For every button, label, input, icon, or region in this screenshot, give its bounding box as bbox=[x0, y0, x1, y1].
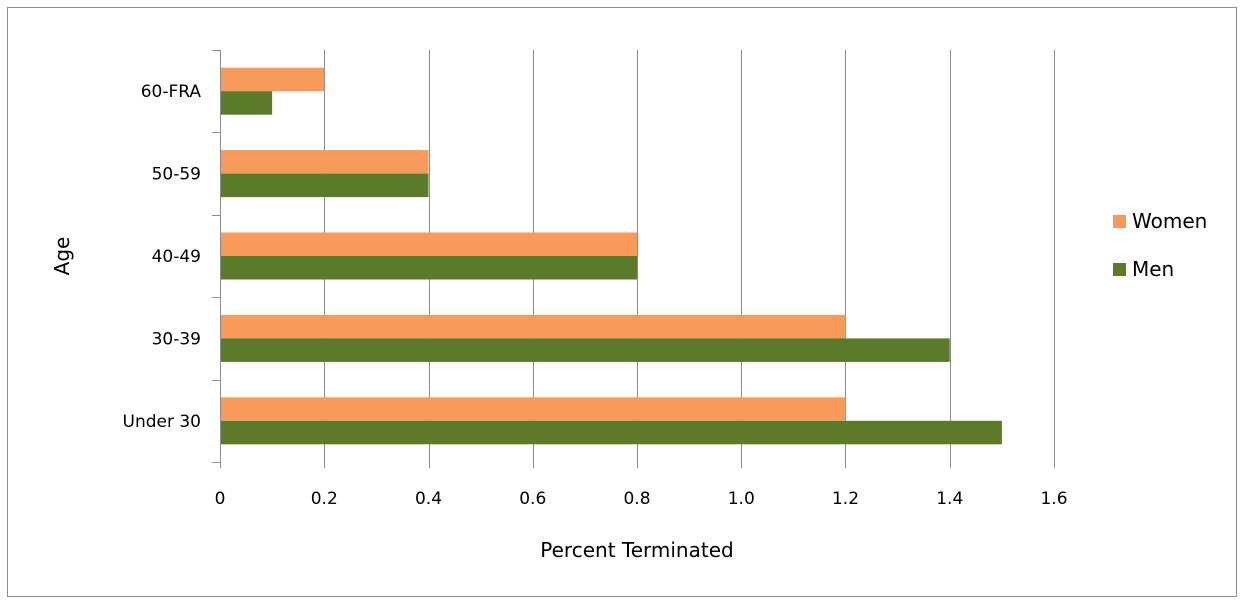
y-tick-labels: Under 30 30-39 40-49 50-59 60-FRA bbox=[123, 82, 202, 432]
legend-swatch-women bbox=[1113, 215, 1126, 228]
bar-women bbox=[221, 67, 325, 92]
x-tick-label: 1.4 bbox=[936, 489, 963, 509]
legend: Women Men bbox=[1113, 209, 1207, 281]
x-tick-label: 0.8 bbox=[623, 489, 650, 509]
legend-label-women: Women bbox=[1132, 209, 1207, 233]
bar-women bbox=[221, 397, 846, 421]
y-axis-title: Age bbox=[50, 237, 74, 276]
x-tick-label: 0.2 bbox=[311, 489, 338, 509]
y-tick-label: 40-49 bbox=[152, 247, 201, 267]
bars bbox=[221, 67, 1002, 445]
legend-swatch-men bbox=[1113, 263, 1126, 276]
x-tick-label: 1.6 bbox=[1040, 489, 1067, 509]
x-axis-title: Percent Terminated bbox=[540, 538, 733, 562]
bar-men bbox=[221, 173, 429, 198]
x-tick-labels: 0 0.2 0.4 0.6 0.8 1.0 1.2 1.4 1.6 bbox=[215, 489, 1068, 509]
bar-women bbox=[221, 232, 637, 256]
y-tick-label: 50-59 bbox=[152, 165, 201, 185]
x-tick-label: 0 bbox=[215, 489, 226, 509]
bar-men bbox=[221, 256, 637, 280]
y-tick-label: Under 30 bbox=[123, 412, 202, 432]
bar-men bbox=[221, 338, 950, 362]
bar-men bbox=[221, 91, 273, 115]
x-tick-label: 1.0 bbox=[728, 489, 755, 509]
x-tick-label: 0.6 bbox=[519, 489, 546, 509]
bar-men bbox=[221, 420, 1002, 445]
y-tick-label: 60-FRA bbox=[141, 82, 202, 102]
legend-label-men: Men bbox=[1132, 257, 1174, 281]
x-tick-label: 0.4 bbox=[415, 489, 442, 509]
x-tick-label: 1.2 bbox=[832, 489, 859, 509]
bar-women bbox=[221, 150, 429, 174]
bar-women bbox=[221, 314, 846, 339]
axes bbox=[212, 50, 221, 463]
y-tick-label: 30-39 bbox=[152, 329, 201, 349]
chart-frame bbox=[7, 7, 1237, 597]
